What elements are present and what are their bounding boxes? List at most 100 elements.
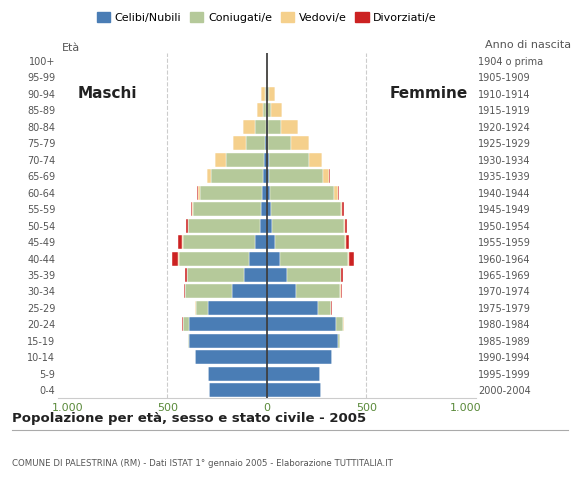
Bar: [188, 218, 189, 233]
Bar: [245, 136, 266, 150]
Bar: [344, 218, 345, 233]
Bar: [198, 186, 200, 200]
Text: Età: Età: [62, 43, 81, 53]
Bar: [197, 186, 198, 200]
Bar: [341, 268, 342, 282]
Text: Popolazione per età, sesso e stato civile - 2005: Popolazione per età, sesso e stato civil…: [12, 412, 366, 425]
Bar: [266, 103, 267, 118]
Bar: [309, 153, 322, 167]
Text: Maschi: Maschi: [78, 86, 137, 101]
Bar: [255, 235, 267, 249]
Bar: [272, 218, 344, 233]
Bar: [243, 120, 255, 134]
Bar: [211, 169, 263, 183]
Bar: [338, 186, 339, 200]
Bar: [172, 252, 178, 265]
Bar: [183, 235, 255, 249]
Bar: [318, 301, 331, 315]
Bar: [338, 334, 340, 348]
Bar: [341, 202, 342, 216]
Bar: [262, 186, 267, 200]
Bar: [189, 317, 267, 331]
Bar: [267, 350, 332, 364]
Bar: [269, 87, 275, 101]
Bar: [183, 317, 189, 331]
Bar: [200, 186, 262, 200]
Bar: [267, 218, 272, 233]
Bar: [189, 334, 267, 348]
Bar: [271, 103, 282, 118]
Bar: [287, 268, 341, 282]
Bar: [185, 285, 232, 299]
Bar: [267, 285, 296, 299]
Text: Anno di nascita: Anno di nascita: [485, 40, 571, 50]
Bar: [341, 285, 342, 299]
Bar: [349, 252, 354, 265]
Bar: [267, 87, 269, 101]
Bar: [334, 186, 338, 200]
Bar: [331, 301, 332, 315]
Bar: [267, 383, 321, 397]
Text: Femmine: Femmine: [390, 86, 468, 101]
Legend: Celibi/Nubili, Coniugati/e, Vedovi/e, Divorziati/e: Celibi/Nubili, Coniugati/e, Vedovi/e, Di…: [92, 8, 441, 27]
Bar: [266, 120, 267, 134]
Bar: [267, 367, 321, 381]
Bar: [193, 202, 261, 216]
Bar: [324, 169, 329, 183]
Bar: [262, 87, 266, 101]
Bar: [342, 202, 345, 216]
Bar: [267, 317, 336, 331]
Bar: [208, 367, 267, 381]
Bar: [267, 268, 287, 282]
Bar: [342, 268, 343, 282]
Bar: [345, 235, 346, 249]
Bar: [267, 202, 271, 216]
Bar: [267, 186, 270, 200]
Bar: [260, 218, 267, 233]
Bar: [291, 136, 309, 150]
Bar: [188, 334, 189, 348]
Bar: [255, 120, 266, 134]
Bar: [209, 383, 267, 397]
Bar: [346, 235, 349, 249]
Bar: [233, 136, 245, 150]
Text: COMUNE DI PALESTRINA (RM) - Dati ISTAT 1° gennaio 2005 - Elaborazione TUTTITALIA: COMUNE DI PALESTRINA (RM) - Dati ISTAT 1…: [12, 459, 393, 468]
Bar: [266, 136, 267, 150]
Bar: [280, 252, 349, 265]
Bar: [267, 103, 271, 118]
Bar: [281, 120, 299, 134]
Bar: [226, 153, 264, 167]
Bar: [179, 252, 249, 265]
Bar: [185, 268, 187, 282]
Bar: [267, 120, 281, 134]
Bar: [345, 218, 347, 233]
Bar: [271, 202, 341, 216]
Bar: [296, 285, 340, 299]
Bar: [270, 186, 334, 200]
Bar: [267, 334, 338, 348]
Bar: [268, 136, 291, 150]
Bar: [192, 202, 193, 216]
Bar: [188, 218, 260, 233]
Bar: [187, 268, 244, 282]
Bar: [267, 301, 318, 315]
Bar: [215, 153, 226, 167]
Bar: [267, 153, 269, 167]
Bar: [263, 103, 266, 118]
Bar: [186, 218, 188, 233]
Bar: [184, 285, 185, 299]
Bar: [269, 153, 309, 167]
Bar: [244, 268, 267, 282]
Bar: [196, 301, 208, 315]
Bar: [208, 301, 267, 315]
Bar: [336, 317, 343, 331]
Bar: [276, 235, 345, 249]
Bar: [267, 169, 269, 183]
Bar: [258, 103, 263, 118]
Bar: [267, 136, 268, 150]
Bar: [263, 169, 267, 183]
Bar: [191, 202, 192, 216]
Bar: [329, 169, 331, 183]
Bar: [267, 235, 276, 249]
Bar: [195, 350, 267, 364]
